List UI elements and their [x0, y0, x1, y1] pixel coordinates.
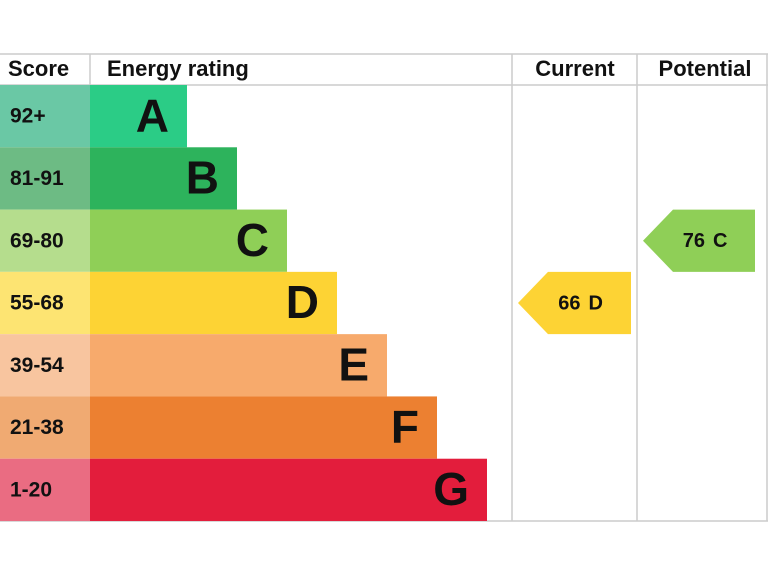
rating-bar: [90, 396, 437, 459]
score-cell: [0, 458, 90, 521]
rating-letter: F: [391, 401, 419, 453]
potential-arrow: [643, 209, 755, 272]
rating-letter: D: [286, 276, 319, 328]
rating-letter: B: [186, 152, 219, 204]
potential-score: 76: [683, 230, 705, 252]
score-cell: [0, 271, 90, 335]
current-arrow: [518, 271, 631, 335]
score-cell: [0, 85, 90, 148]
rating-bar: [90, 85, 187, 148]
current-score: 66: [558, 292, 580, 314]
rating-letter: C: [236, 214, 269, 266]
score-label: 69-80: [10, 229, 64, 252]
score-cell: [0, 147, 90, 210]
rating-letter: G: [433, 463, 469, 515]
score-label: 55-68: [10, 292, 64, 315]
rating-bar: [90, 458, 487, 521]
rating-bar: [90, 271, 337, 335]
potential-rating: C: [713, 230, 727, 252]
header-potential: Potential: [659, 56, 752, 81]
header-current: Current: [535, 56, 615, 81]
rating-bar: [90, 334, 387, 397]
score-cell: [0, 209, 90, 272]
header-energy: Energy rating: [107, 56, 249, 81]
score-cell: [0, 334, 90, 397]
rating-letter: A: [136, 89, 169, 141]
score-label: 92+: [10, 105, 46, 128]
rating-bar: [90, 147, 237, 210]
score-label: 81-91: [10, 167, 64, 190]
score-label: 21-38: [10, 416, 64, 439]
score-cell: [0, 396, 90, 459]
current-rating: D: [589, 292, 603, 314]
score-label: 39-54: [10, 354, 64, 377]
rating-bar: [90, 209, 287, 272]
header-score: Score: [8, 56, 69, 81]
score-label: 1-20: [10, 478, 52, 501]
rating-letter: E: [338, 338, 369, 390]
